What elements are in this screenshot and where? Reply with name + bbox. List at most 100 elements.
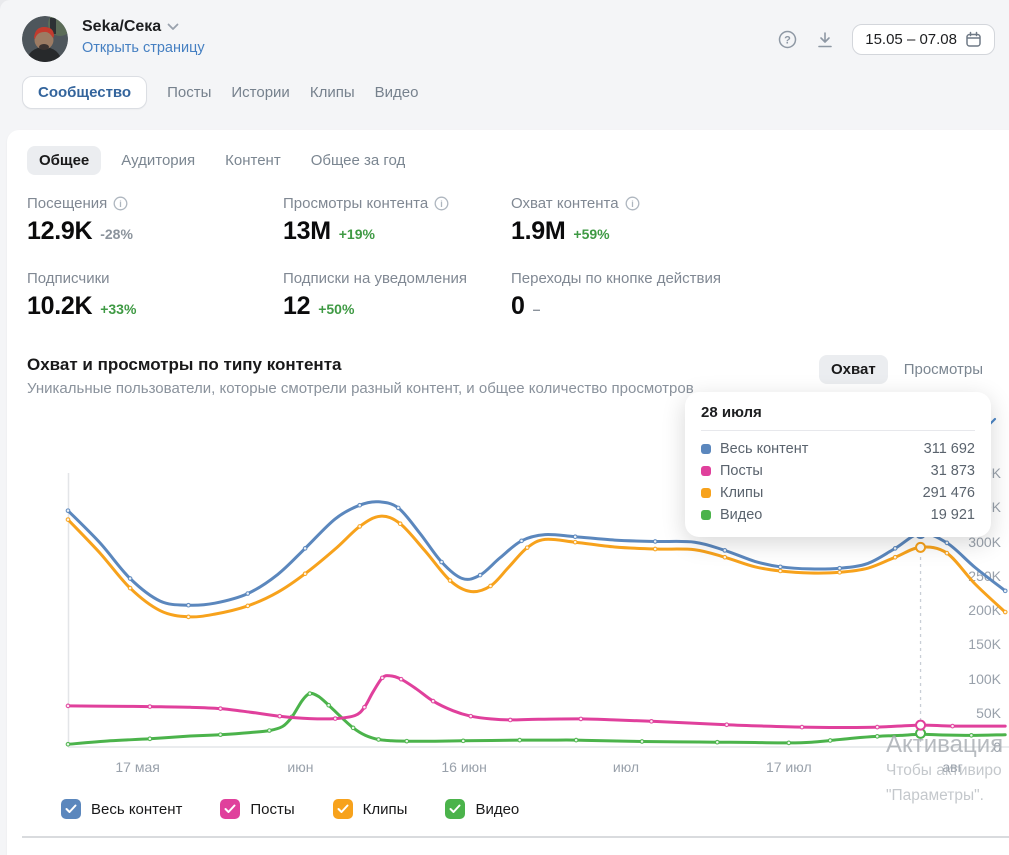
legend-all-content[interactable]: Весь контент: [61, 799, 182, 819]
tooltip-divider: [701, 430, 975, 431]
date-range-picker[interactable]: 15.05 – 07.08: [852, 24, 995, 55]
tab-community[interactable]: Сообщество: [22, 76, 148, 109]
stat-content-views: Просмотры контента i 13M +19%: [283, 195, 511, 246]
x-axis-tick: 17 июл: [765, 759, 812, 775]
stat-label: Просмотры контента: [283, 195, 429, 212]
stat-value: 12.9K: [27, 217, 93, 245]
header-actions: ? 15.05 – 07.08: [776, 16, 995, 55]
checkbox-checked-icon: [332, 799, 353, 819]
subtab-general[interactable]: Общее: [27, 146, 102, 175]
x-axis-tick: июн: [287, 759, 314, 775]
stat-value: 10.2K: [27, 292, 93, 320]
y-axis-tick: 100K: [968, 670, 1001, 687]
y-axis-tick: 300K: [968, 533, 1001, 550]
info-icon[interactable]: i: [113, 196, 128, 211]
line-chart[interactable]: 050K100K150K200K250K300K350K400K 17 маяи…: [7, 455, 1009, 787]
tooltip-row: Весь контент 311 692: [701, 438, 975, 460]
topbar: Seka/Сека Открыть страницу ?: [0, 0, 1009, 130]
stat-delta: +19%: [338, 226, 375, 242]
calendar-icon: [966, 31, 981, 47]
legend-posts[interactable]: Посты: [220, 799, 295, 819]
download-icon: [818, 31, 833, 47]
stat-label: Переходы по кнопке действия: [511, 270, 722, 287]
avatar-image: [22, 16, 68, 62]
legend-label: Видео: [475, 800, 520, 818]
chart-legend: Весь контент Посты Клипы Видео: [7, 787, 1009, 819]
legend-label: Весь контент: [91, 800, 183, 818]
chart-title: Охват и просмотры по типу контента: [27, 355, 342, 374]
x-axis-tick: авг: [942, 759, 963, 775]
x-axis-tick: 17 мая: [115, 759, 160, 775]
tooltip-series-value: 291 476: [922, 485, 975, 501]
tooltip-series-value: 31 873: [930, 463, 975, 479]
tooltip-series-label: Видео: [720, 507, 763, 523]
export-button[interactable]: [814, 29, 836, 51]
stat-label: Посещения: [27, 195, 108, 212]
stat-delta: -28%: [100, 226, 133, 242]
legend-label: Посты: [250, 800, 295, 818]
tooltip-series-value: 19 921: [930, 507, 975, 523]
main-tabs: Сообщество Посты Истории Клипы Видео: [0, 62, 1009, 109]
reach-views-toggle: Охват Просмотры: [818, 355, 995, 384]
community-name: Seka/Сека: [82, 18, 162, 35]
community-name-row[interactable]: Seka/Сека: [82, 18, 205, 36]
subtab-content[interactable]: Контент: [225, 152, 281, 169]
community-identity: Seka/Сека Открыть страницу: [82, 16, 205, 56]
stat-notification-subs: Подписки на уведомления 12 +50%: [283, 270, 511, 321]
stat-label: Подписчики: [27, 270, 110, 287]
series-swatch: [701, 488, 711, 498]
tab-posts[interactable]: Посты: [167, 84, 212, 101]
tab-clips[interactable]: Клипы: [309, 84, 355, 101]
tab-videos[interactable]: Видео: [374, 84, 419, 101]
info-icon[interactable]: i: [625, 196, 640, 211]
checkbox-checked-icon: [220, 799, 241, 819]
svg-text:?: ?: [784, 34, 791, 46]
open-page-link[interactable]: Открыть страницу: [82, 40, 205, 56]
subtab-audience[interactable]: Аудитория: [121, 152, 196, 169]
legend-label: Клипы: [362, 800, 408, 818]
stat-value: 1.9M: [511, 217, 566, 245]
stat-content-reach: Охват контента i 1.9M +59%: [511, 195, 1009, 246]
date-range-text: 15.05 – 07.08: [865, 31, 957, 48]
stat-value: 12: [283, 292, 311, 320]
stat-delta: +33%: [100, 301, 137, 317]
toggle-views[interactable]: Просмотры: [903, 361, 983, 378]
question-icon: ?: [778, 30, 796, 49]
checkbox-checked-icon: [61, 799, 81, 819]
series-swatch: [701, 466, 711, 476]
bottom-divider: [22, 836, 1009, 838]
x-axis-tick: 16 июн: [441, 759, 487, 775]
toggle-reach[interactable]: Охват: [818, 355, 888, 384]
svg-text:i: i: [631, 199, 634, 209]
chart-svg: [65, 473, 1009, 748]
stat-visits: Посещения i 12.9K -28%: [27, 195, 283, 246]
checkbox-checked-icon: [445, 799, 466, 819]
info-icon[interactable]: i: [434, 196, 449, 211]
chart-tooltip: 28 июля Весь контент 311 692 Посты 31 87…: [685, 392, 991, 537]
help-button[interactable]: ?: [776, 29, 798, 51]
stat-delta: +50%: [318, 301, 355, 317]
x-axis-tick: июл: [612, 759, 640, 775]
tooltip-row: Видео 19 921: [701, 504, 975, 526]
svg-text:i: i: [120, 199, 123, 209]
legend-video[interactable]: Видео: [445, 799, 519, 819]
y-axis-tick: 50K: [976, 704, 1001, 721]
stats-grid: Посещения i 12.9K -28% Просмотры контент…: [7, 175, 1009, 321]
series-swatch: [701, 444, 711, 454]
series-swatch: [701, 510, 711, 520]
stat-label: Подписки на уведомления: [283, 270, 468, 287]
tooltip-date: 28 июля: [701, 404, 762, 421]
y-axis-tick: 200K: [968, 602, 1001, 618]
tooltip-series-value: 311 692: [923, 441, 975, 457]
subtab-general-year[interactable]: Общее за год: [310, 152, 406, 169]
stats-subtabs: Общее Аудитория Контент Общее за год: [7, 130, 1009, 175]
legend-clips[interactable]: Клипы: [332, 799, 408, 819]
tab-stories[interactable]: Истории: [231, 84, 290, 101]
community-avatar[interactable]: [22, 16, 68, 62]
tooltip-row: Посты 31 873: [701, 460, 975, 482]
svg-text:i: i: [440, 199, 443, 209]
tooltip-series-label: Посты: [720, 463, 763, 479]
stat-delta: –: [532, 301, 541, 317]
stat-label: Охват контента: [511, 195, 619, 212]
